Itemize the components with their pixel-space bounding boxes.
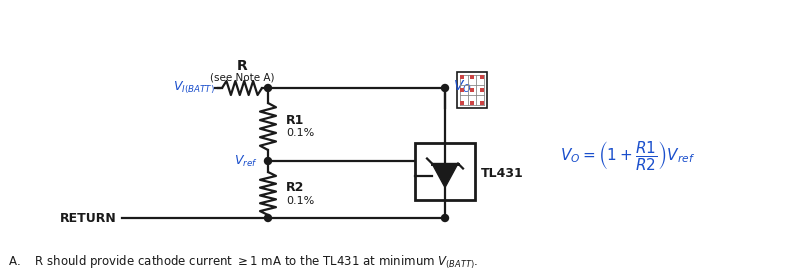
Text: R1: R1 — [286, 114, 304, 127]
Text: $V_O$: $V_O$ — [453, 79, 471, 95]
Bar — [470, 88, 474, 92]
Text: 0.1%: 0.1% — [286, 196, 314, 206]
Text: TL431: TL431 — [481, 167, 524, 180]
Circle shape — [265, 158, 272, 164]
Circle shape — [441, 84, 448, 92]
Text: R: R — [237, 59, 247, 73]
Bar — [457, 72, 487, 108]
Bar — [460, 88, 464, 92]
Bar — [460, 75, 464, 79]
Text: $V_{I(BATT)}$: $V_{I(BATT)}$ — [173, 80, 215, 96]
Bar — [470, 101, 474, 105]
Polygon shape — [432, 164, 458, 187]
Text: RETURN: RETURN — [60, 212, 117, 224]
Circle shape — [265, 84, 272, 92]
Bar — [480, 101, 484, 105]
Text: R2: R2 — [286, 181, 304, 194]
Text: (see Note A): (see Note A) — [210, 72, 274, 82]
Bar — [470, 75, 474, 79]
Text: 0.1%: 0.1% — [286, 129, 314, 138]
Text: $V_O = \left(1 + \dfrac{R1}{R2}\right)V_{ref}$: $V_O = \left(1 + \dfrac{R1}{R2}\right)V_… — [560, 138, 695, 172]
Text: A.    R should provide cathode current $\geq$1 mA to the TL431 at minimum $V_{(B: A. R should provide cathode current $\ge… — [8, 253, 479, 271]
Bar — [460, 101, 464, 105]
Bar — [480, 88, 484, 92]
Text: $V_{ref}$: $V_{ref}$ — [235, 153, 258, 169]
Bar — [415, 143, 475, 200]
Bar — [480, 75, 484, 79]
Circle shape — [265, 215, 272, 221]
Circle shape — [441, 215, 448, 221]
